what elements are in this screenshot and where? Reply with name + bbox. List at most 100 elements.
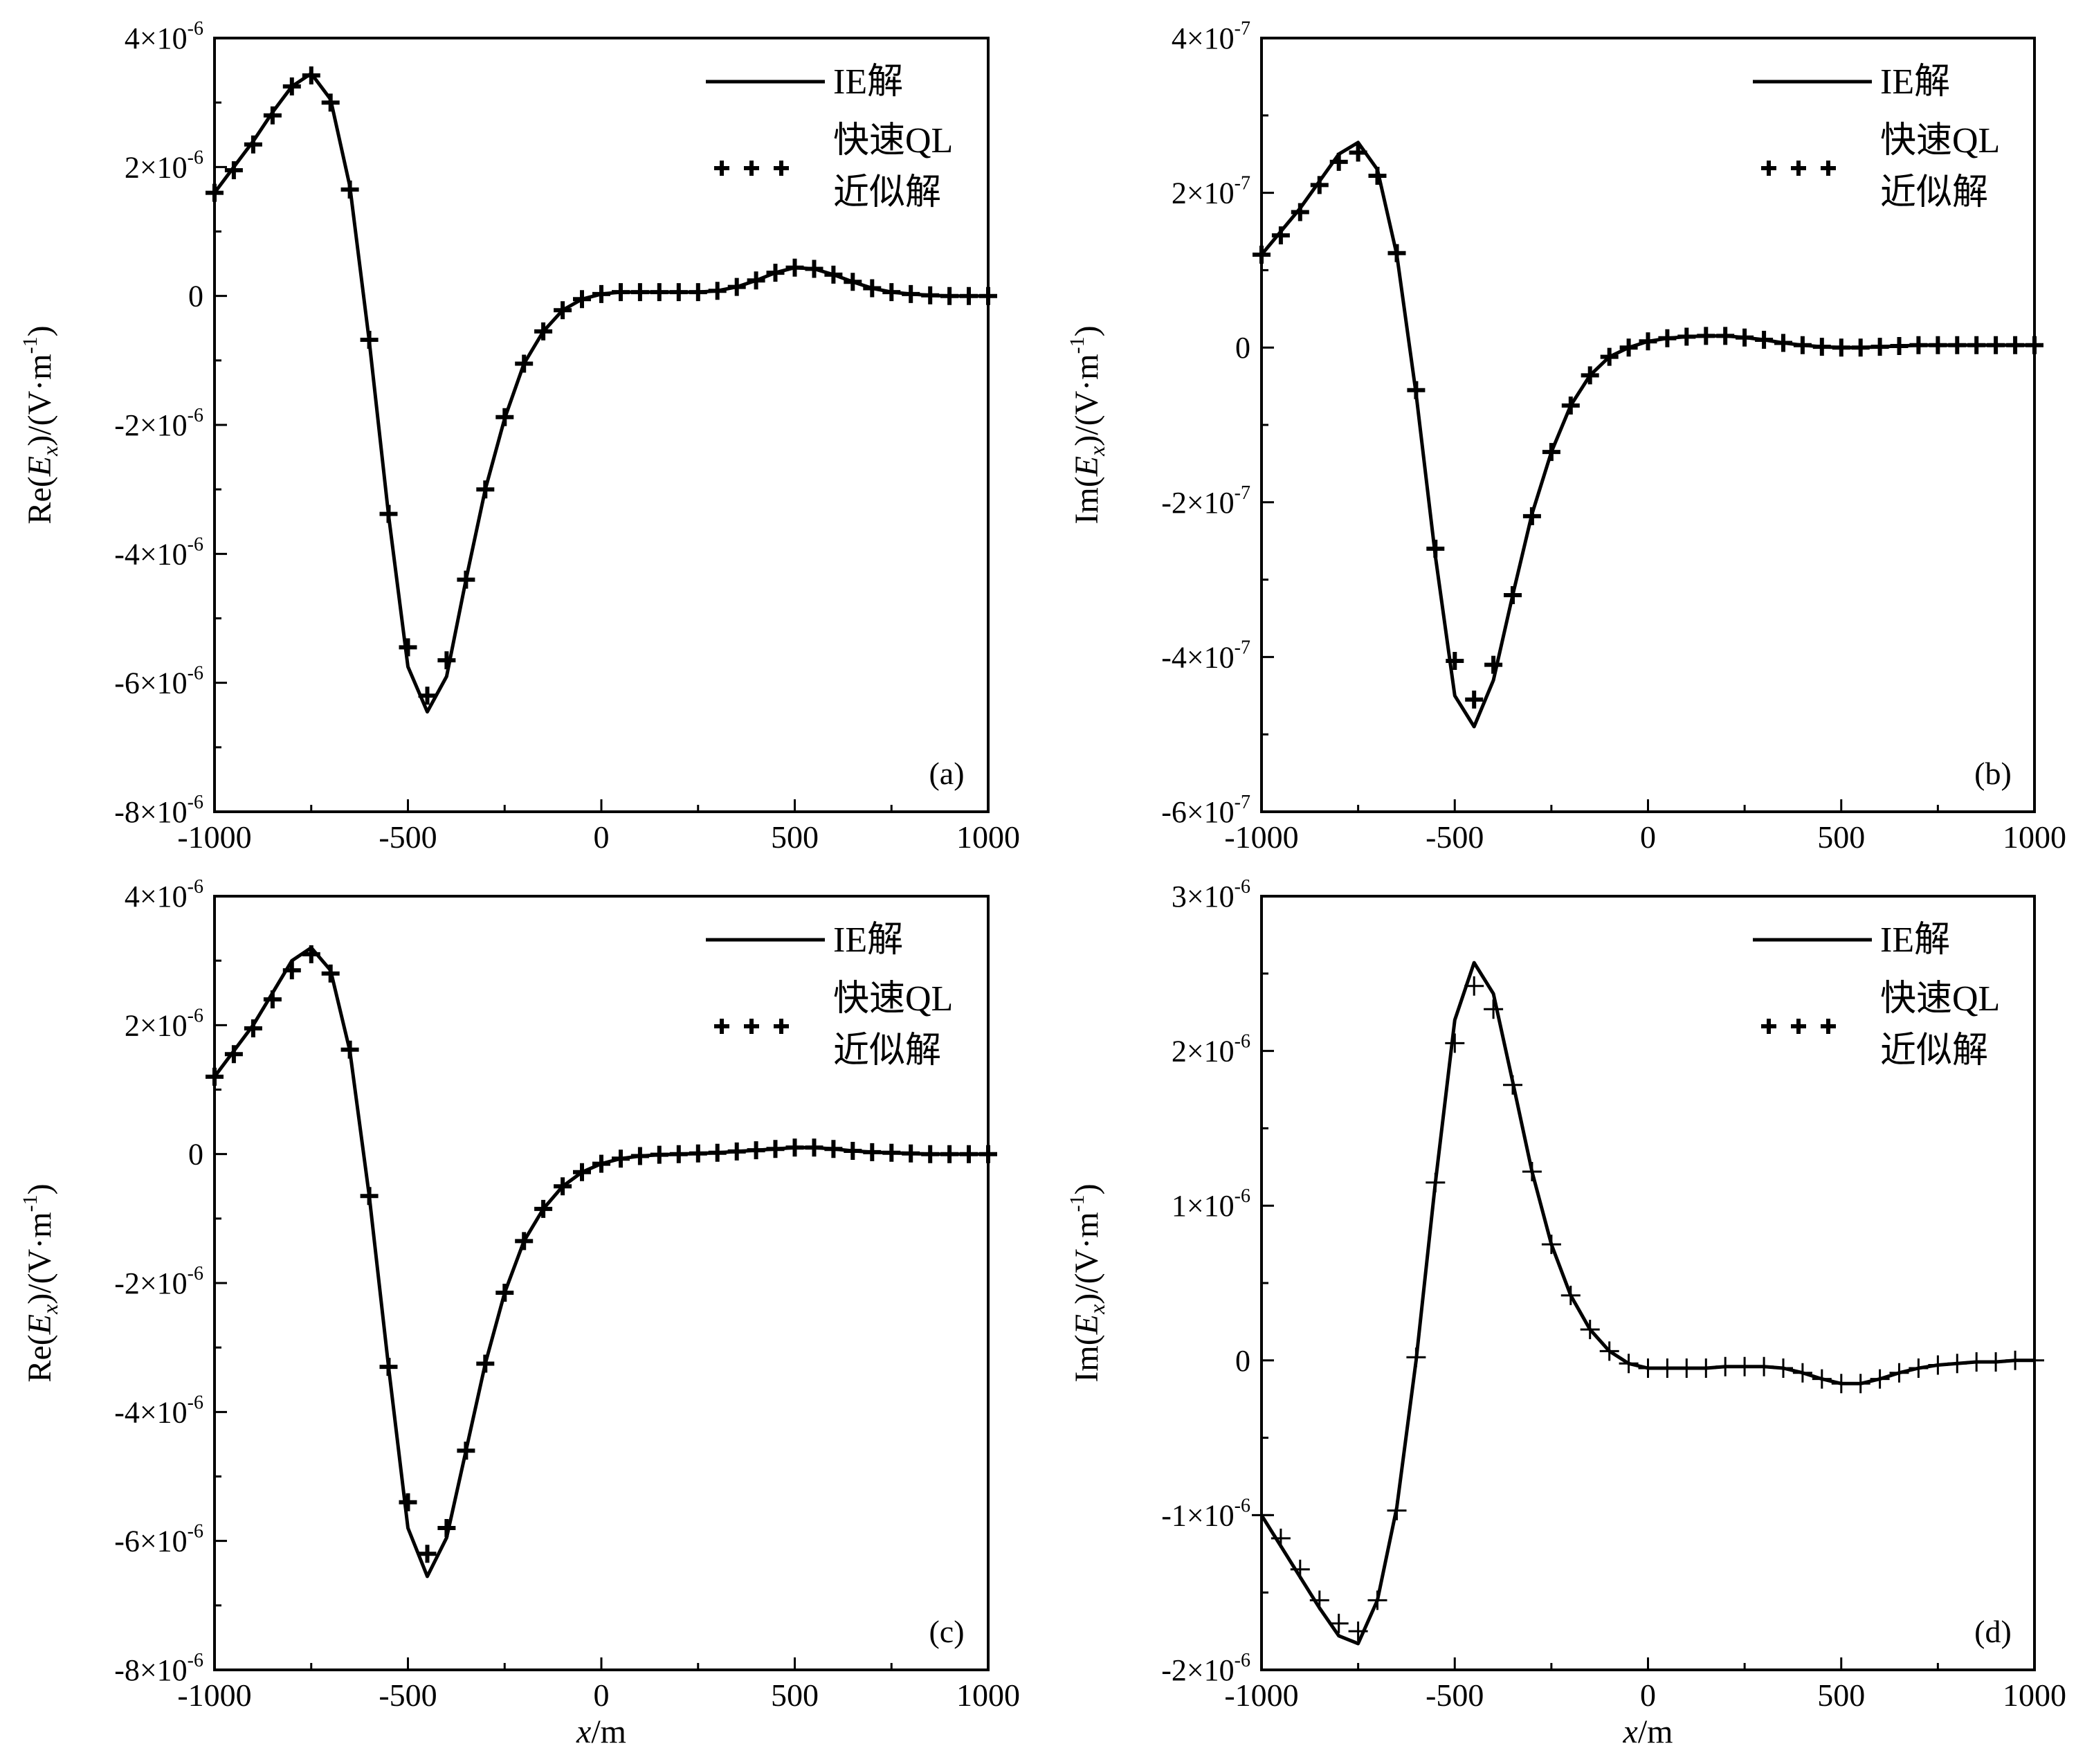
y-tick-exponent: -6	[188, 1521, 203, 1543]
y-tick-mantissa: -4×10	[114, 537, 187, 571]
ql-approx-marker	[476, 480, 495, 499]
y-tick-exponent: -6	[188, 534, 203, 555]
panel-label: (a)	[929, 756, 964, 791]
y-tick-label: 2×10-6	[125, 147, 203, 184]
ql-approx-marker	[921, 1145, 940, 1163]
y-tick-label: -2×10-6	[114, 405, 203, 442]
x-tick-label: -1000	[177, 1677, 251, 1713]
y-axis-label-exponent: -1	[19, 1194, 42, 1212]
y-axis-label-subscript: x	[37, 446, 62, 457]
ql-approx-marker	[224, 161, 243, 179]
y-tick-exponent: -7	[1235, 18, 1250, 39]
ql-approx-marker	[669, 283, 688, 302]
ql-approx-marker	[805, 260, 823, 278]
ql-approx-marker	[1870, 1369, 1890, 1389]
ql-approx-marker	[1252, 1505, 1271, 1525]
legend-marker-swatch	[1821, 161, 1836, 176]
ql-approx-marker	[1812, 338, 1831, 356]
ql-approx-marker	[612, 1149, 630, 1168]
y-tick-label: -2×10-6	[114, 1263, 203, 1300]
ql-approx-marker	[1542, 443, 1560, 462]
ql-approx-marker	[1407, 381, 1426, 399]
y-tick-exponent: -6	[188, 1005, 203, 1026]
ql-approx-marker	[1832, 338, 1850, 357]
y-tick-mantissa: -8×10	[114, 795, 187, 829]
y-axis-label-subscript: x	[1084, 1304, 1109, 1315]
legend-marker-swatch	[1761, 161, 1776, 176]
y-tick-mantissa: 3×10	[1172, 880, 1235, 913]
ql-approx-marker	[1522, 1162, 1542, 1181]
legend-ql-label-line2: 近似解	[1880, 173, 1988, 212]
ql-approx-marker	[592, 284, 610, 303]
ql-approx-marker	[766, 264, 785, 282]
x-tick-label: -1000	[177, 819, 251, 855]
x-tick-label: 500	[1817, 1677, 1865, 1713]
legend-ie-label: IE解	[1880, 920, 1950, 960]
ql-approx-marker	[979, 287, 997, 305]
x-tick-label: 1000	[2003, 1677, 2066, 1713]
y-tick-mantissa: -2×10	[1161, 486, 1234, 520]
ql-approx-marker	[1541, 1235, 1561, 1255]
x-tick-label: -500	[379, 819, 437, 855]
y-axis-label: Re(Ex)/(V·m-1)	[19, 1183, 62, 1382]
y-axis-label-subscript: x	[37, 1304, 62, 1315]
y-axis-label-units: )/(V·m	[1068, 1212, 1105, 1304]
y-tick-label: -8×10-6	[114, 1650, 203, 1687]
y-tick-label: -8×10-6	[114, 792, 203, 829]
ql-approx-marker	[534, 1199, 553, 1218]
ql-approx-marker	[1309, 1590, 1329, 1610]
ql-approx-marker	[1560, 1285, 1581, 1305]
legend-ie-label: IE解	[833, 920, 903, 960]
ql-approx-marker	[689, 283, 707, 302]
y-tick-label: 0	[188, 280, 203, 313]
ql-approx-marker	[844, 273, 862, 291]
ql-approx-marker	[921, 286, 940, 304]
ql-approx-marker	[1658, 329, 1677, 347]
ql-approx-markers	[206, 945, 997, 1563]
legend-marker-swatch	[714, 1019, 729, 1034]
ql-approx-marker	[1580, 1320, 1600, 1340]
y-tick-label: 2×10-7	[1172, 173, 1250, 210]
ql-approx-marker	[1657, 1358, 1677, 1378]
y-tick-label: 2×10-6	[1172, 1031, 1250, 1069]
ql-approx-marker	[960, 1145, 978, 1163]
y-tick-exponent: -6	[188, 147, 203, 168]
x-axis-label: x/m	[576, 1713, 626, 1750]
ql-approx-marker	[940, 287, 959, 305]
y-tick-mantissa: 0	[1235, 331, 1250, 365]
panel-b: 4×10-72×10-70-2×10-7-4×10-7-6×10-7-1000-…	[1066, 18, 2066, 855]
ql-approx-marker	[340, 180, 359, 199]
ql-approx-marker	[1735, 1356, 1755, 1376]
y-tick-exponent: -6	[1235, 1031, 1250, 1053]
ql-approx-marker	[1445, 1033, 1465, 1053]
ql-approx-marker	[1561, 397, 1580, 415]
ql-approx-marker	[457, 1442, 475, 1460]
ql-approx-marker	[282, 77, 301, 96]
ql-approx-marker	[1715, 1356, 1736, 1376]
y-tick-mantissa: 2×10	[125, 150, 188, 184]
x-axis-variable: x	[1623, 1713, 1638, 1750]
legend-ql-label-line1: 快速QL	[833, 979, 953, 1019]
legend-marker-swatch	[714, 161, 729, 176]
ql-approx-marker	[1290, 1559, 1310, 1579]
y-axis-label-exponent: -1	[1066, 1194, 1089, 1212]
y-axis-label-subscript: x	[1084, 446, 1109, 457]
ql-approx-marker	[630, 1147, 649, 1165]
y-axis-label-variable: E	[1068, 456, 1105, 477]
ql-approx-marker	[1504, 586, 1522, 604]
y-tick-exponent: -6	[1235, 1650, 1250, 1671]
x-tick-label: 0	[1640, 819, 1656, 855]
ql-approx-marker	[263, 106, 282, 125]
ql-approx-marker	[1831, 1374, 1851, 1394]
ql-approx-marker	[554, 301, 572, 320]
ql-approx-marker	[1677, 327, 1696, 346]
ql-approx-marker	[940, 1145, 959, 1163]
y-tick-mantissa: -8×10	[114, 1653, 187, 1687]
y-tick-exponent: -6	[188, 18, 203, 39]
y-tick-exponent: -7	[1235, 173, 1250, 194]
panel-label: (b)	[1974, 756, 2012, 791]
x-tick-label: -500	[379, 1677, 437, 1713]
y-axis-label: Im(Ex)/(V·m-1)	[1066, 1183, 1109, 1382]
x-axis-variable: x	[576, 1713, 591, 1750]
y-axis-label-exponent: -1	[1066, 336, 1089, 354]
